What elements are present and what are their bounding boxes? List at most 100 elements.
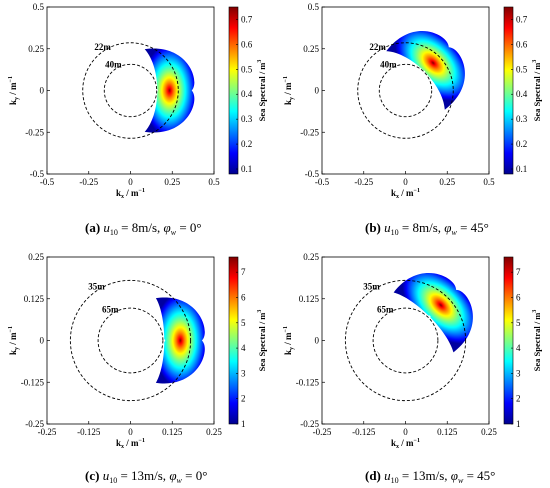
y-tick-label: 0.25: [28, 252, 44, 262]
panel-c: 35m 65m -0.25 -0.125 0 0.125 0.25 -0.25 -0.125 0 0…: [8, 252, 267, 485]
x-tick-label: -0.25: [38, 427, 57, 437]
x-tick-label: 0.25: [164, 177, 180, 187]
x-tick-label: 0.25: [439, 177, 455, 187]
y-tick-label: 0.25: [303, 252, 319, 262]
colorbar-tick-label: 4: [241, 343, 246, 353]
colorbar-tick-label: 6: [241, 292, 246, 302]
y-tick-label: -0.25: [300, 419, 319, 429]
plot-area: [321, 6, 490, 175]
y-tick-label: -0.125: [21, 377, 45, 387]
colorbar-tick-label: 0.1: [516, 164, 527, 174]
spectrum-fill: [155, 297, 205, 384]
x-tick-label: 0: [403, 177, 408, 187]
y-axis-label: ky / m−1: [283, 326, 295, 355]
colorbar-tick-label: 0.4: [241, 89, 253, 99]
y-tick-label: -0.25: [300, 127, 319, 137]
colorbar-tick-label: 7: [241, 267, 246, 277]
x-tick-label: 0.125: [162, 427, 183, 437]
y-tick-label: 0.25: [303, 44, 319, 54]
colorbar-tick-label: 0.3: [516, 114, 528, 124]
spectrum-lobe: [155, 297, 205, 384]
colorbar-tick-label: 4: [516, 343, 521, 353]
spectrum-fill: [386, 31, 465, 110]
colorbar: [228, 6, 239, 175]
colorbar-tick-label: 7: [516, 267, 521, 277]
colorbar-tick-label: 0.3: [241, 114, 253, 124]
colorbar-tick-label: 3: [241, 368, 246, 378]
y-tick-label: 0.5: [308, 2, 320, 12]
x-tick-label: 0: [128, 427, 133, 437]
x-tick-label: 0: [128, 177, 133, 187]
colorbar-tick-label: 0.4: [516, 89, 528, 99]
y-tick-label: 0: [40, 336, 45, 346]
y-tick-label: -0.5: [30, 169, 45, 179]
x-tick-label: 0.25: [206, 427, 222, 437]
x-axis-label: kx / m−1: [391, 438, 420, 450]
x-tick-label: -0.5: [40, 177, 55, 187]
colorbar-tick-label: 0.7: [241, 14, 253, 24]
y-axis-label: ky / m−1: [283, 76, 295, 105]
ring-label: 65m: [102, 305, 119, 315]
colorbar-tick-label: 2: [241, 394, 246, 404]
ring-22m: [357, 42, 454, 139]
panel-a: 22m 40m -0.5 -0.25 0 0.25 0.5 -0.5 -0.25 0 0.25 0.5…: [8, 2, 267, 237]
ring-65m: [97, 307, 164, 374]
x-axis-label: kx / m−1: [116, 438, 145, 450]
y-tick-label: -0.25: [25, 419, 44, 429]
x-tick-label: -0.25: [79, 177, 98, 187]
x-tick-label: 0.5: [208, 177, 220, 187]
panel-caption: (d) u10 = 13m/s, φw = 45°: [365, 468, 495, 485]
x-tick-label: 0: [403, 427, 408, 437]
colorbar: [228, 256, 239, 425]
x-tick-label: -0.125: [352, 427, 376, 437]
colorbar: [503, 256, 514, 425]
y-tick-label: -0.5: [305, 169, 320, 179]
colorbar-tick-label: 6: [516, 292, 521, 302]
spectrum-fill: [393, 273, 473, 353]
ring-35m: [344, 279, 467, 402]
ring-35m: [69, 279, 192, 402]
colorbar: [503, 6, 514, 175]
ring-label: 22m: [369, 42, 386, 52]
x-tick-label: -0.25: [354, 177, 373, 187]
y-tick-label: 0: [40, 86, 45, 96]
colorbar-tick-label: 0.6: [241, 39, 253, 49]
y-tick-label: 0.25: [28, 44, 44, 54]
ring-label: 65m: [377, 305, 394, 315]
panel-caption: (a) u10 = 8m/s, φw = 0°: [85, 220, 202, 237]
ring-40m: [378, 63, 433, 118]
panel-b: 22m 40m -0.5 -0.25 0 0.25 0.5 -0.5 -0.25 0 0.25 0.5…: [283, 2, 542, 237]
ring-label: 22m: [94, 42, 111, 52]
colorbar-tick-label: 0.5: [516, 64, 528, 74]
colorbar-tick-label: 0.6: [516, 39, 528, 49]
panel-d: 35m 65m -0.25 -0.125 0 0.125 0.25 -0.25 -0.125 0 0…: [283, 252, 542, 485]
colorbar-tick-label: 3: [516, 368, 521, 378]
y-tick-label: -0.25: [25, 127, 44, 137]
spectrum-fill: [144, 48, 195, 133]
ring-22m: [82, 42, 179, 139]
colorbar-label: Sea Spectral / m3: [532, 310, 542, 372]
y-tick-label: 0: [315, 336, 320, 346]
ring-label: 40m: [105, 60, 122, 70]
colorbar-label: Sea Spectral / m3: [257, 60, 267, 122]
colorbar-tick-label: 5: [516, 318, 521, 328]
colorbar-tick-label: 1: [241, 419, 246, 429]
colorbar-tick-label: 5: [241, 318, 246, 328]
x-axis-label: kx / m−1: [391, 188, 420, 200]
panel-caption: (c) u10 = 13m/s, φw = 0°: [85, 468, 207, 485]
x-tick-label: -0.125: [77, 427, 101, 437]
colorbar-label: Sea Spectral / m3: [257, 310, 267, 372]
ring-label: 35m: [88, 282, 105, 292]
y-axis-label: ky / m−1: [8, 326, 20, 355]
x-tick-label: 0.5: [483, 177, 495, 187]
ring-40m: [103, 63, 158, 118]
colorbar-tick-label: 2: [516, 394, 521, 404]
y-tick-label: 0: [315, 86, 320, 96]
ring-65m: [372, 307, 439, 374]
x-axis-label: kx / m−1: [116, 188, 145, 200]
colorbar-tick-label: 0.5: [241, 64, 253, 74]
ring-label: 35m: [363, 282, 380, 292]
x-tick-label: -0.25: [313, 427, 332, 437]
spectrum-lobe: [144, 48, 195, 133]
panel-caption: (b) u10 = 8m/s, φw = 45°: [365, 220, 489, 237]
